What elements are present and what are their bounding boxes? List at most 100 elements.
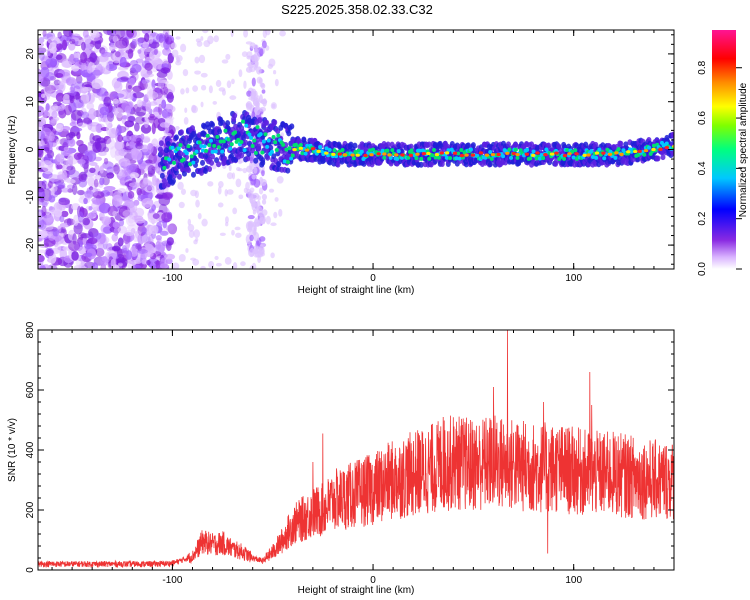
noise-blob: [121, 115, 128, 120]
noise-blob: [42, 30, 47, 37]
noise-blob: [134, 116, 145, 125]
ridge-core: [215, 134, 220, 139]
noise-blob: [115, 51, 121, 58]
ridge-core: [181, 157, 186, 162]
noise-blob: [259, 94, 263, 104]
noise-blob: [253, 90, 258, 100]
ridge-peak: [478, 151, 484, 155]
ridge-peak: [614, 151, 619, 155]
noise-blob: [121, 101, 133, 111]
noise-blob: [38, 42, 45, 48]
noise-blob: [99, 177, 105, 186]
noise-blob: [177, 181, 184, 190]
ridge-blob: [225, 120, 231, 127]
ridge-core: [290, 153, 295, 158]
noise-blob: [153, 117, 160, 129]
ridge-blob: [426, 141, 432, 148]
ridge-blob: [256, 143, 262, 150]
noise-blob: [207, 181, 214, 187]
ridge-core: [359, 149, 364, 154]
ridge-core: [207, 143, 212, 148]
ridge-peak: [342, 153, 348, 157]
noise-blob: [246, 165, 254, 173]
noise-blob: [112, 221, 120, 229]
noise-blob: [214, 255, 219, 261]
ridge-blob: [265, 154, 271, 161]
ridge-blob: [271, 153, 277, 160]
noise-blob: [72, 127, 83, 132]
noise-blob: [175, 36, 181, 40]
noise-blob: [261, 199, 267, 205]
noise-blob: [164, 253, 176, 260]
ridge-blob: [670, 132, 674, 139]
ridge-peak: [490, 152, 496, 157]
ridge-peak: [464, 153, 469, 157]
noise-blob: [45, 90, 52, 97]
ridge-blob: [268, 144, 274, 151]
noise-blob: [38, 50, 45, 61]
noise-blob: [77, 159, 86, 165]
noise-blob: [184, 107, 188, 113]
noise-blob: [155, 259, 161, 269]
noise-blob: [200, 101, 204, 108]
noise-blob: [102, 226, 112, 234]
ridge-core: [608, 149, 613, 154]
noise-blob: [78, 174, 84, 182]
noise-blob: [213, 35, 219, 43]
noise-blob: [97, 242, 104, 252]
noise-blob: [54, 244, 62, 253]
noise-blob: [147, 234, 154, 246]
noise-blob: [262, 98, 267, 107]
ridge-blob: [245, 155, 251, 162]
ridge-core: [229, 142, 234, 147]
noise-blob: [126, 30, 135, 38]
ridge-core: [226, 137, 231, 142]
y-tick-label: 20: [25, 48, 36, 60]
noise-blob: [38, 123, 44, 131]
ridge-peak: [400, 153, 405, 157]
noise-blob: [127, 92, 134, 101]
ridge-blob: [209, 159, 215, 166]
ridge-core: [266, 138, 271, 143]
noise-blob: [47, 36, 60, 45]
noise-blob: [89, 40, 96, 48]
ridge-core: [468, 147, 473, 152]
noise-blob: [41, 201, 48, 208]
noise-blob: [141, 197, 154, 209]
noise-blob: [247, 220, 255, 231]
ridge-blob: [161, 178, 167, 185]
noise-blob: [268, 58, 276, 67]
noise-blob: [67, 138, 76, 147]
noise-blob: [105, 116, 113, 127]
colorbar-tick-label: 0.8: [697, 60, 708, 74]
noise-blob: [73, 152, 82, 160]
ridge-peak: [524, 152, 530, 156]
ridge-core: [432, 147, 437, 152]
noise-blob: [144, 62, 153, 71]
ridge-core: [515, 155, 520, 160]
noise-blob: [55, 92, 65, 103]
noise-blob: [62, 39, 68, 51]
noise-blob: [86, 102, 95, 110]
noise-blob: [188, 229, 195, 238]
noise-blob: [89, 161, 98, 166]
ridge-core: [388, 155, 393, 160]
noise-blob: [101, 216, 112, 226]
ridge-core: [427, 156, 432, 161]
noise-blob: [38, 249, 47, 254]
noise-blob: [139, 163, 146, 170]
noise-blob: [38, 230, 48, 239]
ridge-core: [269, 149, 274, 154]
noise-blob: [99, 106, 110, 116]
noise-blob: [243, 30, 249, 38]
noise-blob: [238, 194, 244, 200]
noise-blob: [128, 141, 136, 149]
ridge-blob: [182, 140, 188, 147]
noise-blob: [87, 176, 95, 187]
noise-blob: [242, 167, 248, 174]
ridge-peak: [515, 152, 520, 157]
ridge-core: [395, 156, 400, 161]
ridge-core: [380, 148, 385, 153]
noise-blob: [249, 42, 256, 49]
ridge-peak: [574, 152, 579, 156]
